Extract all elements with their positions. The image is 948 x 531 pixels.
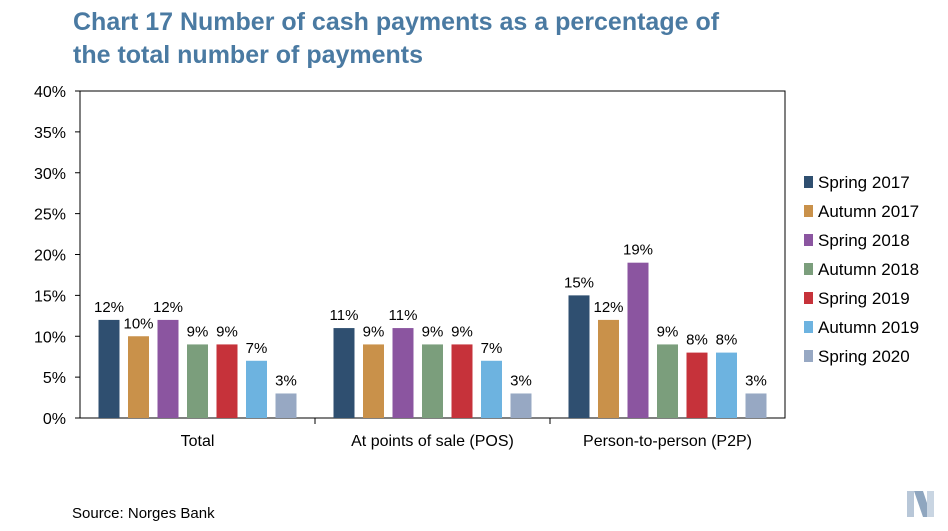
legend-label: Autumn 2019 xyxy=(818,318,919,337)
legend-label: Spring 2018 xyxy=(818,231,910,250)
data-label: 11% xyxy=(389,307,418,324)
data-label: 12% xyxy=(153,299,183,316)
x-category-label: Total xyxy=(181,433,215,450)
data-label: 9% xyxy=(451,323,473,340)
data-label: 8% xyxy=(716,332,738,349)
data-label: 9% xyxy=(422,323,444,340)
y-tick-label: 30% xyxy=(34,166,66,183)
data-label: 12% xyxy=(94,299,124,316)
bar xyxy=(333,328,355,418)
data-label: 9% xyxy=(363,323,385,340)
source-note: Source: Norges Bank xyxy=(72,505,215,522)
chart-title-line-2: the total number of payments xyxy=(73,41,424,69)
bar xyxy=(451,344,473,418)
data-label: 7% xyxy=(481,340,503,357)
y-tick-label: 10% xyxy=(34,329,66,346)
bar xyxy=(216,344,238,418)
bar xyxy=(422,344,443,418)
data-label: 3% xyxy=(510,372,532,389)
legend-swatch xyxy=(804,321,813,333)
bar xyxy=(481,360,502,418)
bar xyxy=(275,393,297,418)
y-tick-label: 0% xyxy=(43,411,66,428)
bar xyxy=(510,393,532,418)
y-tick-label: 25% xyxy=(34,207,66,224)
data-label: 11% xyxy=(330,307,359,324)
bar xyxy=(657,344,678,418)
legend-label: Autumn 2017 xyxy=(818,202,919,221)
data-label: 19% xyxy=(623,242,653,259)
bar xyxy=(98,319,120,418)
data-label: 9% xyxy=(216,323,238,340)
bar xyxy=(246,360,267,418)
data-label: 15% xyxy=(564,274,594,291)
data-label: 9% xyxy=(657,323,679,340)
norges-bank-logo-icon xyxy=(907,491,934,517)
data-label: 9% xyxy=(187,323,209,340)
legend-swatch xyxy=(804,292,813,304)
bar xyxy=(363,344,384,418)
chart-title-line-1: Chart 17 Number of cash payments as a pe… xyxy=(73,8,720,36)
legend-swatch xyxy=(804,205,813,217)
y-tick-label: 5% xyxy=(43,370,66,387)
legend-label: Spring 2019 xyxy=(818,289,910,308)
legend-swatch xyxy=(804,234,813,246)
data-label: 7% xyxy=(246,340,268,357)
y-tick-label: 40% xyxy=(34,84,66,101)
legend-swatch xyxy=(804,176,813,188)
bar xyxy=(157,319,179,418)
y-tick-label: 20% xyxy=(34,248,66,265)
legend-label: Autumn 2018 xyxy=(818,260,919,279)
data-label: 3% xyxy=(275,372,297,389)
x-category-label: At points of sale (POS) xyxy=(351,433,514,450)
data-label: 8% xyxy=(686,332,708,349)
bar xyxy=(128,336,149,418)
bar xyxy=(686,352,708,418)
bar xyxy=(187,344,208,418)
legend-swatch xyxy=(804,263,813,275)
legend-label: Spring 2020 xyxy=(818,347,910,366)
data-label: 10% xyxy=(123,315,153,332)
bar xyxy=(716,352,737,418)
bar xyxy=(627,262,649,418)
chart-title: Chart 17 Number of cash payments as a pe… xyxy=(73,6,893,72)
data-label: 3% xyxy=(745,372,767,389)
bar xyxy=(392,328,414,418)
bar xyxy=(598,319,619,418)
y-tick-label: 35% xyxy=(34,125,66,142)
legend-label: Spring 2017 xyxy=(818,173,910,192)
y-tick-label: 15% xyxy=(34,288,66,305)
legend-swatch xyxy=(804,350,813,362)
bar xyxy=(745,393,767,418)
bar xyxy=(568,295,590,418)
data-label: 12% xyxy=(593,299,623,316)
x-category-label: Person-to-person (P2P) xyxy=(583,433,752,450)
